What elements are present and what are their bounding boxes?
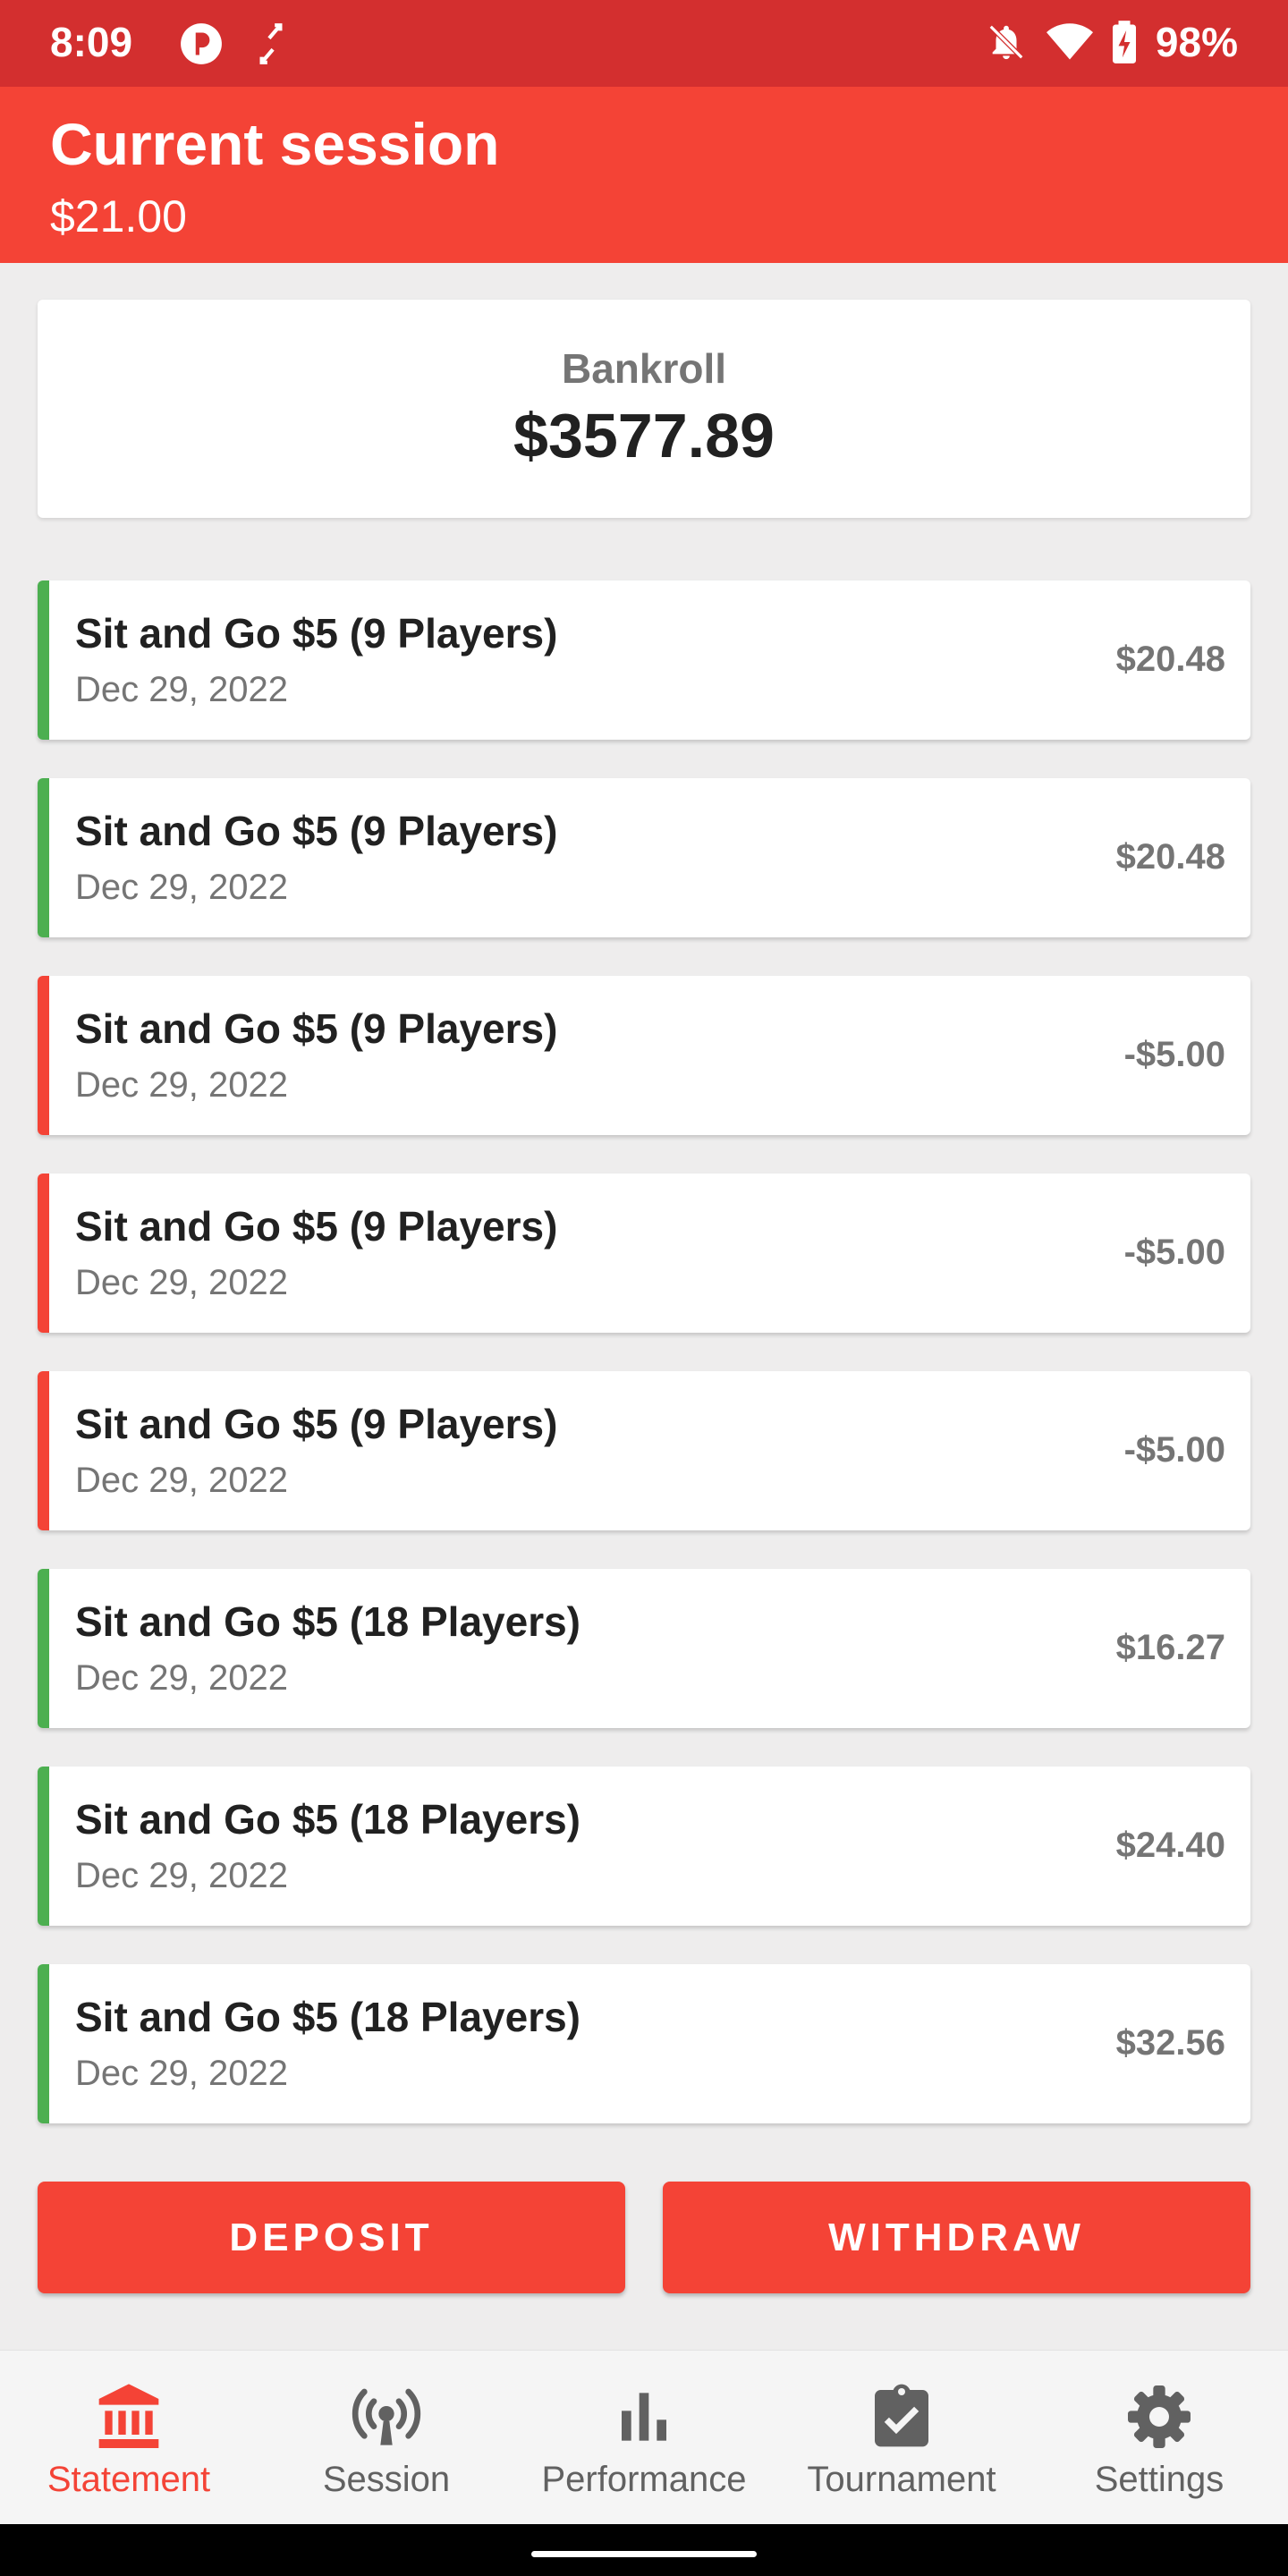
session-date: Dec 29, 2022 [75, 1461, 288, 1500]
session-list-item[interactable]: Sit and Go $5 (18 Players) Dec 29, 2022 … [38, 1964, 1250, 2123]
sync-arrows-icon [259, 23, 283, 64]
app-header: Current session $21.00 [0, 87, 1288, 263]
session-title: Sit and Go $5 (18 Players) [75, 1994, 581, 2040]
system-navigation-bar [0, 2524, 1288, 2576]
session-amount: $32.56 [1115, 2023, 1225, 2063]
session-amount: $16.27 [1115, 1628, 1225, 1667]
session-amount: -$5.00 [1123, 1035, 1225, 1074]
session-amount: $24.40 [1115, 1826, 1225, 1865]
nav-item-performance[interactable]: Performance [515, 2351, 773, 2525]
result-indicator-bar [38, 580, 49, 740]
gear-icon [1128, 2385, 1191, 2448]
bankroll-value: $3577.89 [513, 401, 775, 470]
result-indicator-bar [38, 1371, 49, 1530]
nav-label-session: Session [322, 2460, 451, 2499]
clipboard-check-icon [875, 2384, 928, 2447]
battery-percentage: 98% [1155, 19, 1238, 65]
result-indicator-bar [38, 1964, 49, 2123]
nav-item-session[interactable]: Session [258, 2351, 515, 2525]
session-title: Sit and Go $5 (9 Players) [75, 1005, 558, 1052]
status-time: 8:09 [50, 19, 133, 65]
session-list-item[interactable]: Sit and Go $5 (9 Players) Dec 29, 2022 -… [38, 1371, 1250, 1530]
bar-chart-icon [622, 2393, 666, 2441]
session-title: Sit and Go $5 (9 Players) [75, 610, 558, 657]
broadcast-icon [352, 2388, 421, 2445]
result-indicator-bar [38, 1569, 49, 1728]
session-title: Sit and Go $5 (9 Players) [75, 1203, 558, 1250]
bank-icon [98, 2384, 159, 2448]
session-amount: $20.48 [1115, 837, 1225, 877]
nav-label-settings: Settings [1094, 2460, 1224, 2499]
session-date: Dec 29, 2022 [75, 1658, 288, 1698]
home-gesture-handle[interactable] [531, 2551, 757, 2557]
session-list-item[interactable]: Sit and Go $5 (18 Players) Dec 29, 2022 … [38, 1767, 1250, 1926]
session-title: Sit and Go $5 (9 Players) [75, 808, 558, 854]
session-list-item[interactable]: Sit and Go $5 (9 Players) Dec 29, 2022 -… [38, 1174, 1250, 1333]
current-session-amount: $21.00 [50, 191, 187, 242]
notifications-off-icon [988, 24, 1024, 60]
status-icons: 98% [986, 18, 1238, 66]
session-list-item[interactable]: Sit and Go $5 (9 Players) Dec 29, 2022 -… [38, 976, 1250, 1135]
battery-charging-icon [1112, 21, 1136, 64]
nav-label-tournament: Tournament [807, 2460, 996, 2499]
session-amount: -$5.00 [1123, 1430, 1225, 1470]
nav-label-statement: Statement [47, 2460, 211, 2499]
status-bar: 8:09 98% [0, 0, 1288, 87]
session-title: Sit and Go $5 (9 Players) [75, 1401, 558, 1447]
bankroll-card: Bankroll $3577.89 [38, 300, 1250, 518]
result-indicator-bar [38, 1174, 49, 1333]
withdraw-button[interactable]: WITHDRAW [663, 2182, 1250, 2293]
nav-item-settings[interactable]: Settings [1030, 2351, 1288, 2525]
session-list-item[interactable]: Sit and Go $5 (9 Players) Dec 29, 2022 $… [38, 778, 1250, 937]
page-title: Current session [50, 111, 500, 177]
session-amount: -$5.00 [1123, 1233, 1225, 1272]
session-list: Sit and Go $5 (9 Players) Dec 29, 2022 $… [38, 580, 1250, 2162]
session-date: Dec 29, 2022 [75, 670, 288, 709]
result-indicator-bar [38, 778, 49, 937]
deposit-button[interactable]: DEPOSIT [38, 2182, 625, 2293]
app-notification-icon [181, 23, 222, 64]
session-date: Dec 29, 2022 [75, 1065, 288, 1105]
session-date: Dec 29, 2022 [75, 868, 288, 907]
nav-item-tournament[interactable]: Tournament [773, 2351, 1030, 2525]
session-date: Dec 29, 2022 [75, 2054, 288, 2093]
bottom-navigation: Statement Session Performance Tournament [0, 2350, 1288, 2525]
session-amount: $20.48 [1115, 640, 1225, 679]
result-indicator-bar [38, 1767, 49, 1926]
bankroll-label: Bankroll [561, 345, 727, 392]
session-title: Sit and Go $5 (18 Players) [75, 1796, 581, 1843]
session-date: Dec 29, 2022 [75, 1263, 288, 1302]
session-list-item[interactable]: Sit and Go $5 (18 Players) Dec 29, 2022 … [38, 1569, 1250, 1728]
wifi-icon [1046, 23, 1093, 60]
session-list-item[interactable]: Sit and Go $5 (9 Players) Dec 29, 2022 $… [38, 580, 1250, 740]
result-indicator-bar [38, 976, 49, 1135]
session-title: Sit and Go $5 (18 Players) [75, 1598, 581, 1645]
session-date: Dec 29, 2022 [75, 1856, 288, 1895]
nav-item-statement[interactable]: Statement [0, 2351, 258, 2525]
nav-label-performance: Performance [541, 2460, 747, 2499]
